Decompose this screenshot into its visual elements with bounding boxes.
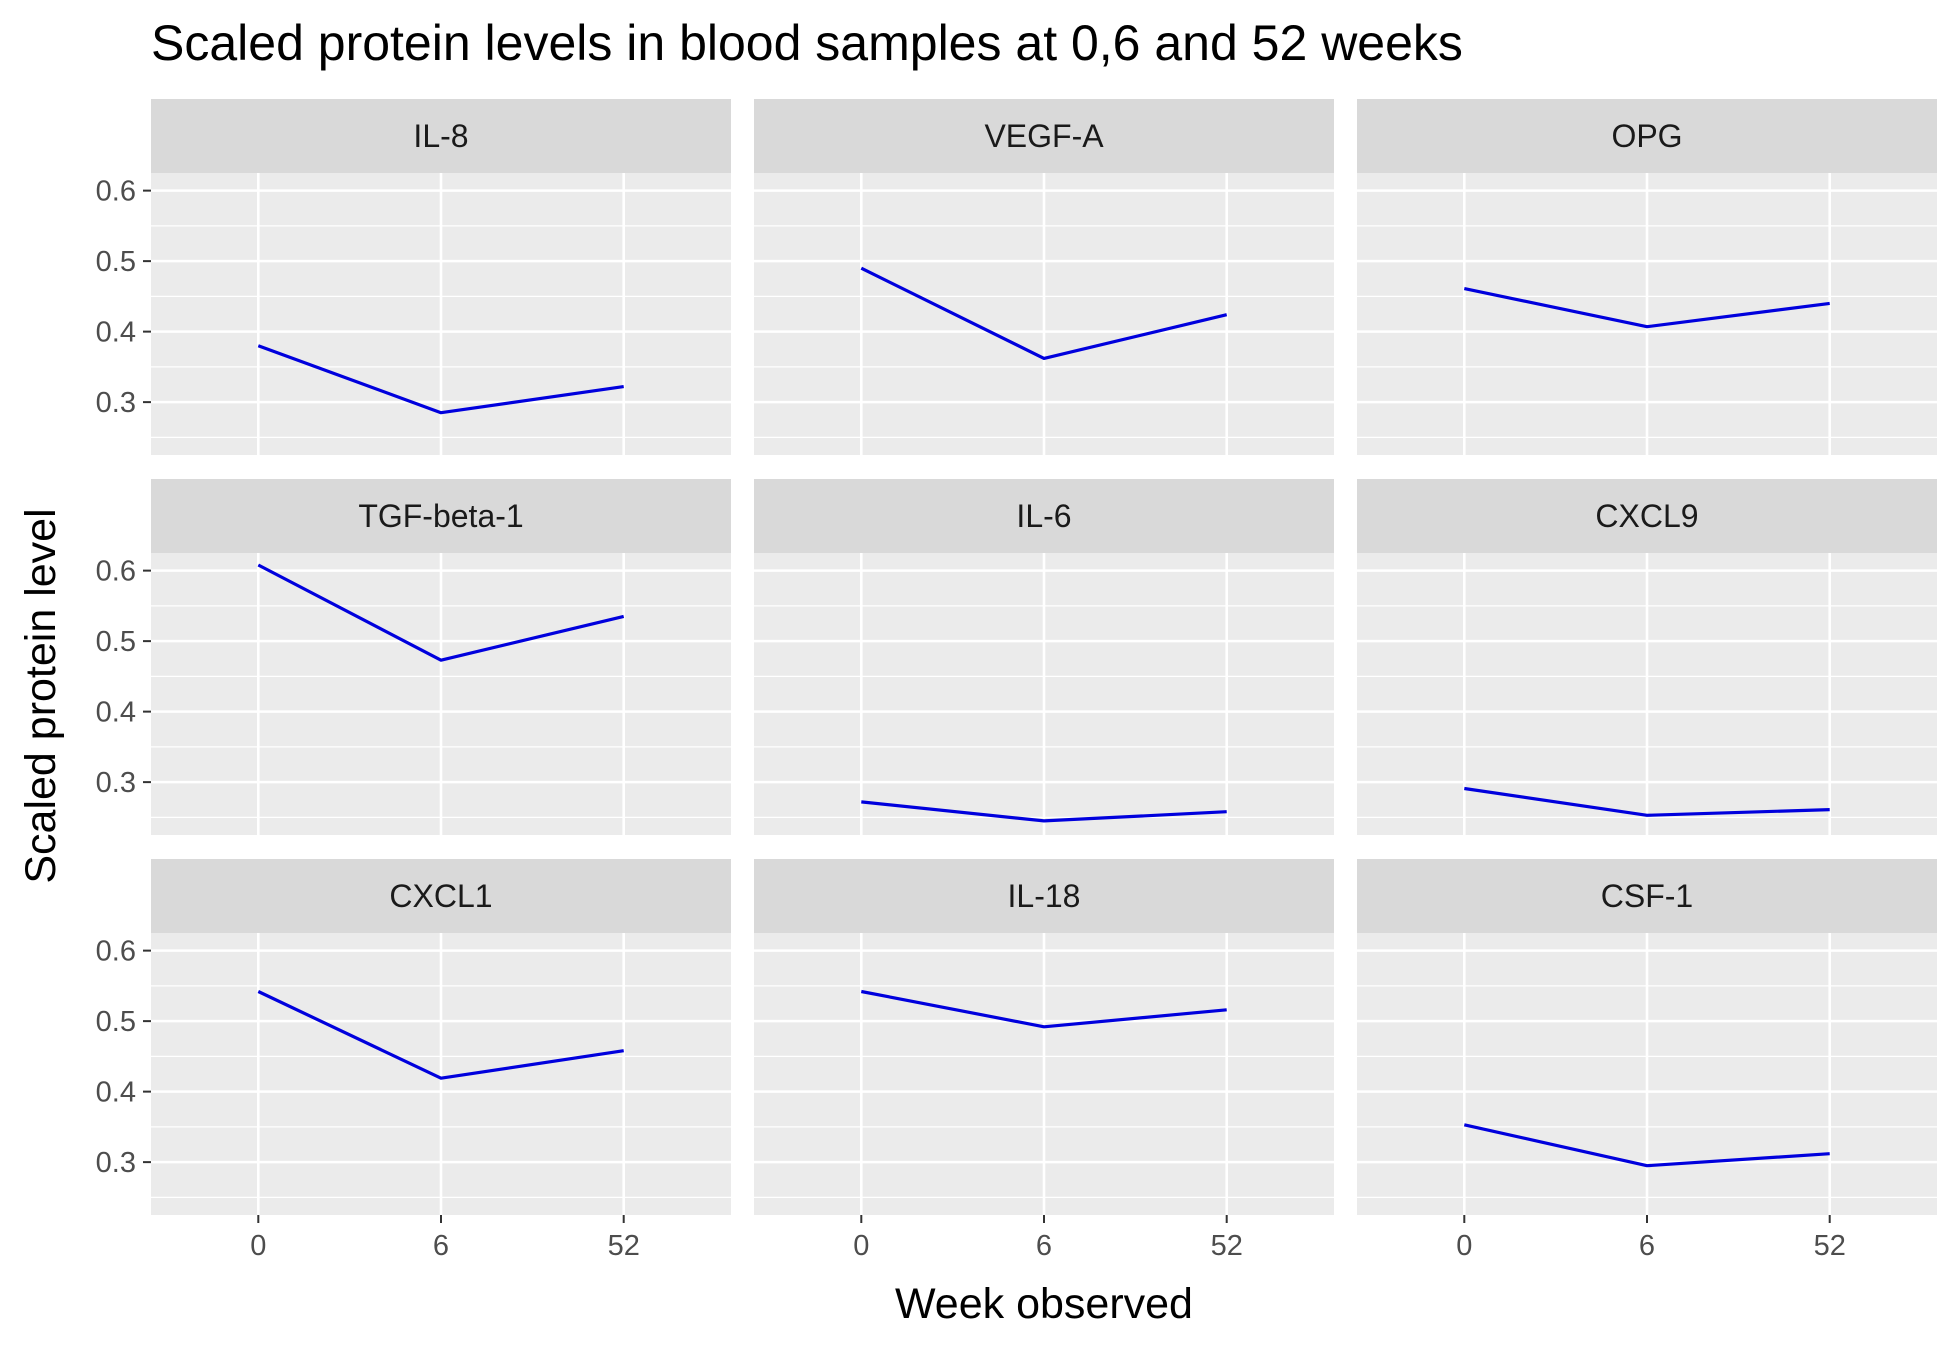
x-axis-title: Week observed: [895, 1280, 1193, 1328]
series-line: [257, 344, 624, 415]
facet-panel: CSF-1 0 6 52: [1357, 859, 1937, 1262]
x-tick-label: 52: [608, 1230, 640, 1262]
chart-title: Scaled protein levels in blood samples a…: [151, 15, 1463, 71]
x-tick-label: 0: [853, 1230, 869, 1262]
y-tick-label: 0.5: [96, 1006, 136, 1038]
facet-label: CXCL9: [1595, 498, 1698, 534]
facet-label: IL-6: [1016, 498, 1071, 534]
facet-panel: CXCL1 0.3 0.4 0.5 0.6 0 6 52: [96, 859, 731, 1262]
y-tick-label: 0.6: [96, 936, 136, 968]
y-tick-label: 0.6: [96, 176, 136, 208]
facet-strip: [151, 479, 731, 553]
y-axis-title: Scaled protein level: [17, 508, 65, 883]
facet-panel: IL-6: [754, 479, 1334, 835]
y-tick-label: 0.3: [96, 1147, 136, 1179]
y-tick-label: 0.6: [96, 556, 136, 588]
series-line: [860, 989, 1227, 1029]
facet-strip: [1357, 99, 1937, 173]
facet-label: TGF-beta-1: [358, 498, 523, 534]
series-line: [257, 563, 625, 662]
x-tick-label: 52: [1814, 1230, 1846, 1262]
x-tick-label: 0: [250, 1230, 266, 1262]
facet-label: CXCL1: [389, 878, 492, 914]
facet-strip: [1357, 479, 1937, 553]
facet-strip: [754, 479, 1334, 553]
series-line: [861, 800, 1227, 823]
facet-strip: [151, 859, 731, 933]
facet-label: CSF-1: [1601, 878, 1693, 914]
x-tick-label: 6: [433, 1230, 449, 1262]
y-tick-label: 0.4: [96, 317, 136, 349]
series-line: [1464, 786, 1830, 817]
facet-panel: OPG: [1357, 99, 1937, 455]
facet-panel: IL-8 0.3 0.4 0.5 0.6: [96, 99, 731, 455]
series-line: [1463, 287, 1830, 329]
facet-label: OPG: [1611, 118, 1682, 154]
facet-panel: TGF-beta-1 0.3 0.4 0.5 0.6: [96, 479, 731, 835]
y-tick-label: 0.3: [96, 767, 136, 799]
series-line: [1463, 1123, 1830, 1168]
y-tick-label: 0.5: [96, 246, 136, 278]
y-tick-label: 0.4: [96, 697, 136, 729]
x-tick-label: 0: [1456, 1230, 1472, 1262]
facet-label: IL-18: [1008, 878, 1081, 914]
x-tick-label: 52: [1211, 1230, 1243, 1262]
facet-panels: IL-8 0.3 0.4 0.5 0.6 VEGF-A OPG TGF-beta-1 0.3 0.…: [96, 99, 1937, 1262]
series-line: [860, 266, 1228, 360]
facet-label: VEGF-A: [984, 118, 1104, 154]
facet-strip: [151, 99, 731, 173]
facet-label: IL-8: [413, 118, 468, 154]
facet-strip: [754, 859, 1334, 933]
facet-strip: [754, 99, 1334, 173]
facet-panel: CXCL9: [1357, 479, 1937, 835]
y-tick-label: 0.3: [96, 387, 136, 419]
y-tick-label: 0.5: [96, 626, 136, 658]
facet-panel: VEGF-A: [754, 99, 1334, 455]
facet-strip: [1357, 859, 1937, 933]
facet-panel: IL-18 0 6 52: [754, 859, 1334, 1262]
x-tick-label: 6: [1036, 1230, 1052, 1262]
y-tick-label: 0.4: [96, 1077, 136, 1109]
x-tick-label: 6: [1639, 1230, 1655, 1262]
series-line: [257, 990, 624, 1080]
